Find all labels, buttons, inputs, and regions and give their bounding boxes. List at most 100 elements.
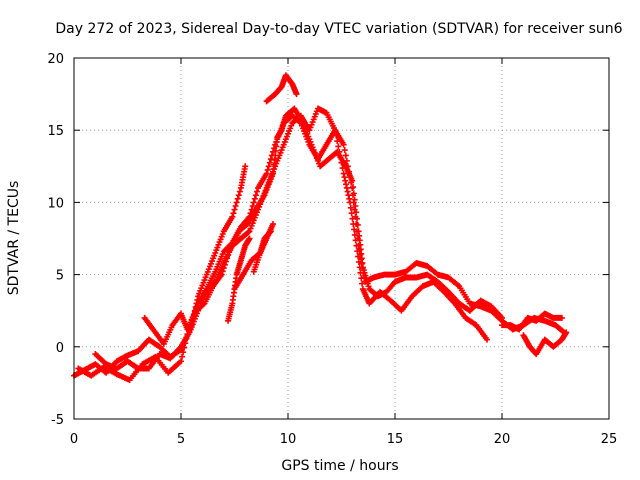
data-point xyxy=(188,331,191,334)
data-point xyxy=(490,305,493,308)
data-point xyxy=(222,250,225,253)
data-point xyxy=(171,323,174,327)
data-point xyxy=(241,273,245,276)
data-point xyxy=(500,323,504,327)
data-point xyxy=(485,338,489,341)
data-point xyxy=(560,316,564,320)
data-point xyxy=(265,172,268,175)
data-point xyxy=(509,323,512,327)
data-point xyxy=(246,222,249,226)
data-point xyxy=(500,316,504,320)
data-point xyxy=(214,270,217,273)
data-point xyxy=(179,345,183,348)
data-point xyxy=(385,290,388,294)
data-point xyxy=(166,371,170,374)
data-point xyxy=(389,299,392,302)
data-point xyxy=(239,258,243,262)
data-point xyxy=(231,302,234,305)
data-point xyxy=(220,273,223,276)
data-point xyxy=(351,179,354,182)
data-point xyxy=(115,373,119,376)
data-point xyxy=(295,92,298,96)
data-point xyxy=(458,302,461,305)
data-point xyxy=(342,143,345,146)
y-axis-label: SDTVAR / TECUs xyxy=(6,181,22,296)
data-point xyxy=(372,276,375,279)
data-point xyxy=(342,172,345,175)
y-tick-label: 15 xyxy=(47,124,64,139)
data-point xyxy=(104,362,108,366)
data-point xyxy=(421,284,425,288)
data-point xyxy=(102,365,106,369)
data-point xyxy=(258,251,262,255)
data-point xyxy=(468,302,472,305)
data-point xyxy=(447,290,450,294)
data-point xyxy=(143,316,146,320)
data-point xyxy=(205,273,208,276)
data-point xyxy=(325,143,328,146)
data-point xyxy=(552,316,555,320)
data-point xyxy=(252,270,255,273)
data-point xyxy=(137,367,140,370)
data-point xyxy=(237,230,240,233)
data-point xyxy=(128,378,131,382)
data-point xyxy=(269,230,273,233)
data-point xyxy=(291,82,294,86)
y-tick-label: 5 xyxy=(56,269,64,284)
data-point xyxy=(393,273,397,276)
data-point xyxy=(318,165,322,168)
data-point xyxy=(271,222,275,226)
data-point xyxy=(214,251,217,255)
data-point xyxy=(194,309,198,312)
data-point xyxy=(425,273,429,276)
data-point xyxy=(244,244,247,247)
data-point xyxy=(282,143,285,146)
data-marker-path xyxy=(263,72,300,105)
data-point xyxy=(415,276,418,279)
series-track-10 xyxy=(499,310,565,333)
data-point xyxy=(436,280,439,284)
data-point xyxy=(361,266,365,269)
data-point xyxy=(436,273,439,276)
data-point xyxy=(404,276,407,279)
series-track-7 xyxy=(225,235,253,324)
data-point xyxy=(239,186,243,190)
data-point xyxy=(186,328,189,331)
data-point xyxy=(104,371,108,374)
data-point xyxy=(151,328,155,331)
data-point xyxy=(256,186,260,190)
data-point xyxy=(368,302,371,305)
y-tick-label: 20 xyxy=(47,52,64,67)
x-tick-label: 0 xyxy=(70,432,78,447)
data-point xyxy=(293,107,296,110)
data-point xyxy=(475,323,478,327)
data-point xyxy=(284,74,288,77)
data-point xyxy=(543,319,546,323)
data-point xyxy=(535,319,538,323)
data-point xyxy=(357,230,360,233)
data-point xyxy=(137,349,140,353)
series-track-9 xyxy=(520,329,570,358)
data-point xyxy=(248,237,251,240)
data-point xyxy=(126,360,129,363)
x-axis-label: GPS time / hours xyxy=(281,458,398,474)
data-point xyxy=(235,273,238,276)
data-point xyxy=(552,345,555,348)
data-point xyxy=(565,331,568,334)
data-point xyxy=(280,129,283,132)
data-point xyxy=(425,264,429,268)
data-point xyxy=(211,284,215,288)
data-point xyxy=(325,111,328,115)
data-point xyxy=(263,237,266,240)
chart-title: Day 272 of 2023, Sidereal Day-to-day VTE… xyxy=(55,21,622,37)
x-tick-label: 10 xyxy=(280,432,297,447)
data-point xyxy=(169,357,172,360)
data-point xyxy=(327,157,330,161)
series-track-8 xyxy=(250,228,274,275)
y-tick-label: 10 xyxy=(47,196,64,211)
data-point xyxy=(517,328,521,331)
data-point xyxy=(333,129,337,132)
data-point xyxy=(248,230,251,233)
data-point xyxy=(479,305,482,308)
